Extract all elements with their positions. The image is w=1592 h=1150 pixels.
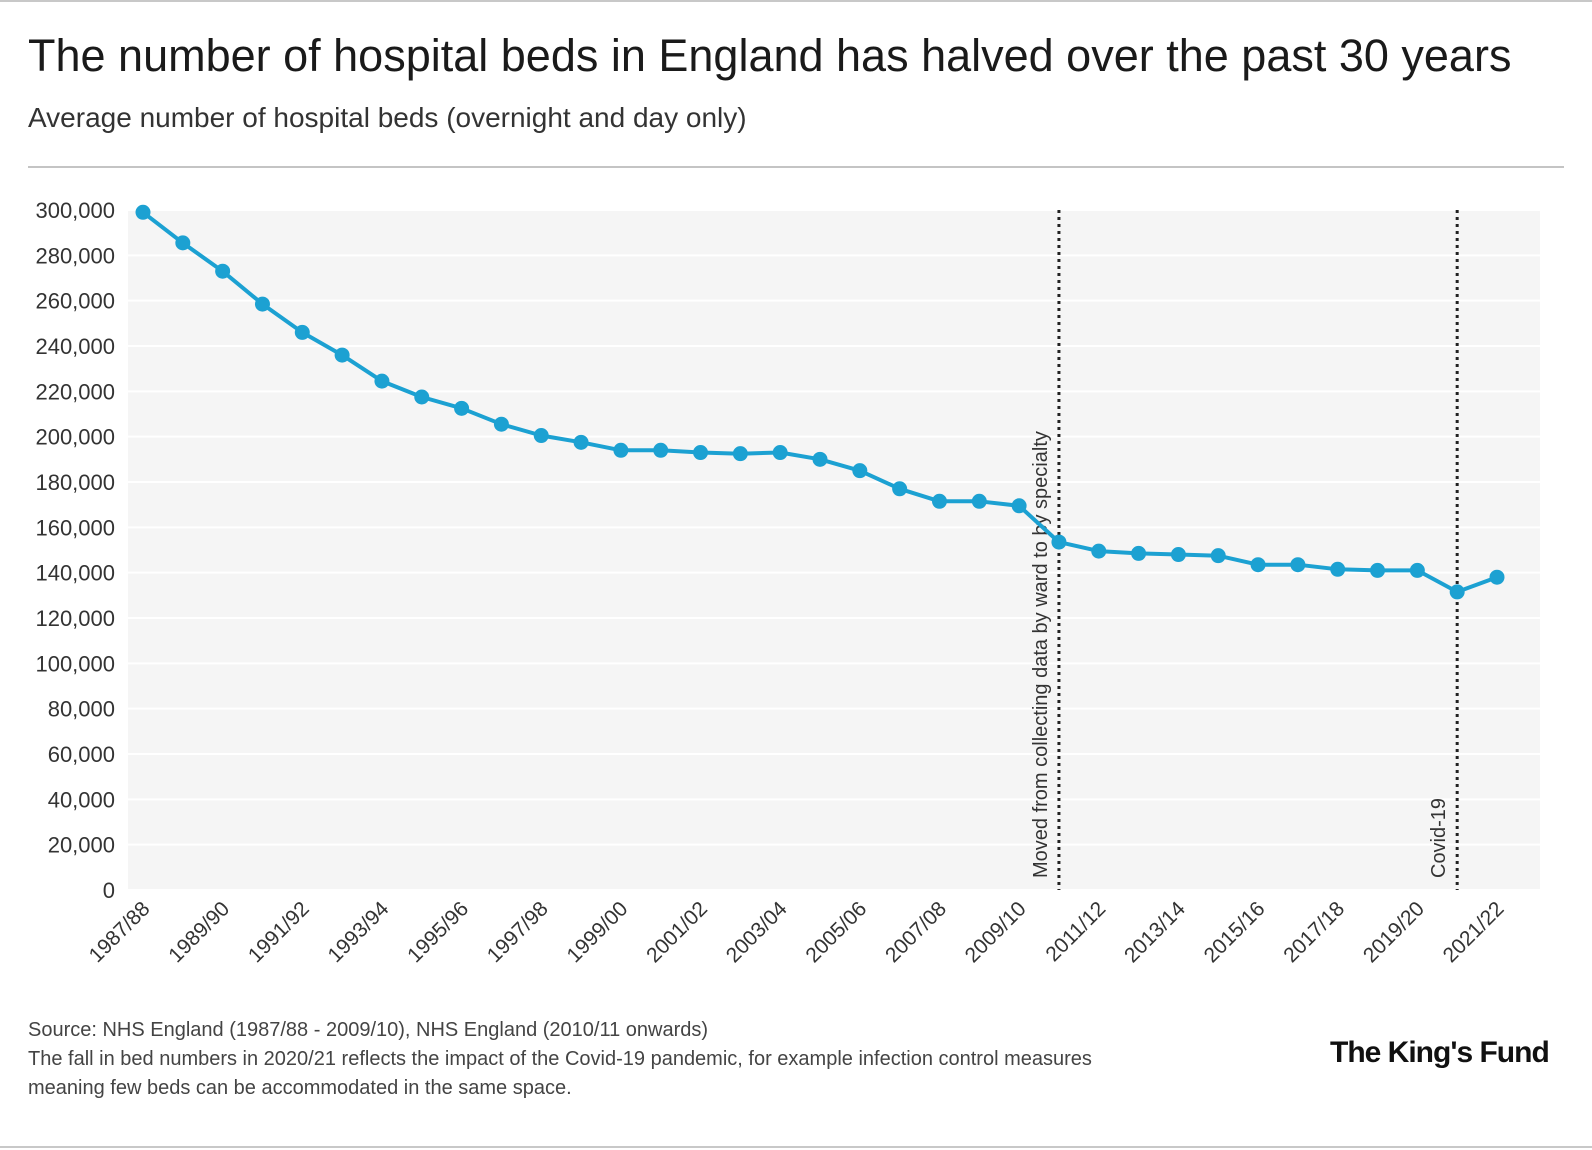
x-tick-label: 2001/02 — [642, 897, 712, 967]
gridlines — [128, 209, 1540, 891]
data-point — [493, 416, 509, 432]
data-point — [1091, 543, 1107, 559]
data-point — [892, 481, 908, 497]
y-tick-label: 180,000 — [35, 470, 115, 495]
y-tick-label: 160,000 — [35, 515, 115, 540]
chart-title: The number of hospital beds in England h… — [28, 30, 1512, 81]
data-point — [1250, 557, 1266, 573]
x-tick-label: 1993/94 — [324, 897, 394, 967]
x-tick-label: 2007/08 — [881, 897, 951, 967]
footnote-line-1: The fall in bed numbers in 2020/21 refle… — [28, 1048, 1092, 1070]
data-point — [254, 296, 270, 312]
data-point — [613, 442, 629, 458]
x-tick-label: 2011/12 — [1041, 897, 1110, 966]
annotations: Moved from collecting data by ward to by… — [1030, 210, 1459, 890]
data-point — [772, 445, 788, 461]
plot-background — [128, 210, 1540, 890]
x-tick-label: 2005/06 — [801, 897, 871, 967]
x-tick-label: 1991/92 — [244, 897, 314, 967]
y-tick-label: 0 — [103, 878, 115, 903]
x-tick-label: 2013/14 — [1120, 897, 1190, 967]
y-tick-label: 260,000 — [35, 289, 115, 314]
data-point — [215, 263, 231, 279]
data-point — [852, 463, 868, 479]
x-tick-label: 1989/90 — [164, 897, 234, 967]
x-tick-label: 2003/04 — [722, 897, 792, 967]
data-point — [175, 235, 191, 251]
y-axis-tick-labels: 0 20,000 40,000 60,000 80,000 100,000 120,000 1… — [35, 198, 115, 903]
y-tick-label: 60,000 — [48, 742, 115, 767]
data-point — [1290, 557, 1306, 573]
footnote-line-2: meaning few beds can be accommodated in … — [28, 1077, 572, 1099]
data-point — [1051, 534, 1067, 550]
top-border — [0, 0, 1592, 2]
x-tick-label: 2015/16 — [1200, 897, 1270, 967]
data-point — [573, 434, 589, 450]
data-point — [732, 446, 748, 462]
x-tick-label: 1987/88 — [85, 897, 155, 967]
y-tick-label: 280,000 — [35, 243, 115, 268]
data-point — [1449, 584, 1465, 600]
data-point — [533, 428, 549, 444]
data-point — [1489, 569, 1505, 585]
data-point — [1011, 498, 1027, 514]
annotation-label: Moved from collecting data by ward to by… — [1030, 431, 1052, 878]
x-tick-label: 2019/20 — [1359, 897, 1429, 967]
x-axis-tick-labels: 1987/88 1989/90 1991/92 1993/94 1995/96 1997/… — [85, 897, 1509, 967]
data-point — [454, 400, 470, 416]
data-point — [931, 493, 947, 509]
footer: Source: NHS England (1987/88 - 2009/10),… — [28, 1016, 1278, 1103]
y-tick-label: 120,000 — [35, 606, 115, 631]
x-tick-label: 1995/96 — [403, 897, 473, 967]
y-tick-label: 200,000 — [35, 425, 115, 450]
y-tick-label: 40,000 — [48, 787, 115, 812]
data-point — [693, 445, 709, 461]
data-point — [1409, 562, 1425, 578]
kings-fund-logo: The King's Fund — [1330, 1036, 1550, 1069]
data-point — [1330, 561, 1346, 577]
y-tick-label: 80,000 — [48, 697, 115, 722]
y-tick-label: 240,000 — [35, 334, 115, 359]
data-point — [1210, 548, 1226, 564]
x-tick-label: 2021/22 — [1439, 897, 1509, 967]
x-tick-label: 2009/10 — [961, 897, 1031, 967]
data-point — [135, 204, 151, 220]
data-point — [1170, 547, 1186, 563]
data-point — [334, 347, 350, 363]
data-point — [1370, 562, 1386, 578]
bottom-border — [0, 1146, 1592, 1148]
data-points — [135, 204, 1505, 600]
y-tick-label: 100,000 — [35, 651, 115, 676]
y-tick-label: 20,000 — [48, 833, 115, 858]
source-note: Source: NHS England (1987/88 - 2009/10),… — [28, 1019, 709, 1041]
data-point — [971, 493, 987, 509]
data-point — [1131, 545, 1147, 561]
header-divider — [28, 166, 1564, 168]
data-point — [294, 324, 310, 340]
y-tick-label: 140,000 — [35, 561, 115, 586]
data-point — [653, 442, 669, 458]
data-point — [374, 373, 390, 389]
y-tick-label: 220,000 — [35, 379, 115, 404]
x-tick-label: 2017/18 — [1279, 897, 1349, 967]
y-tick-label: 300,000 — [35, 198, 115, 223]
x-tick-label: 1997/98 — [483, 897, 553, 967]
data-point — [414, 389, 430, 405]
x-tick-label: 1999/00 — [562, 897, 632, 967]
data-point — [812, 451, 828, 467]
line-chart: 0 20,000 40,000 60,000 80,000 100,000 120,000 1… — [35, 198, 1540, 967]
annotation-label: Covid-19 — [1428, 798, 1450, 878]
chart-subtitle: Average number of hospital beds (overnig… — [28, 102, 747, 133]
